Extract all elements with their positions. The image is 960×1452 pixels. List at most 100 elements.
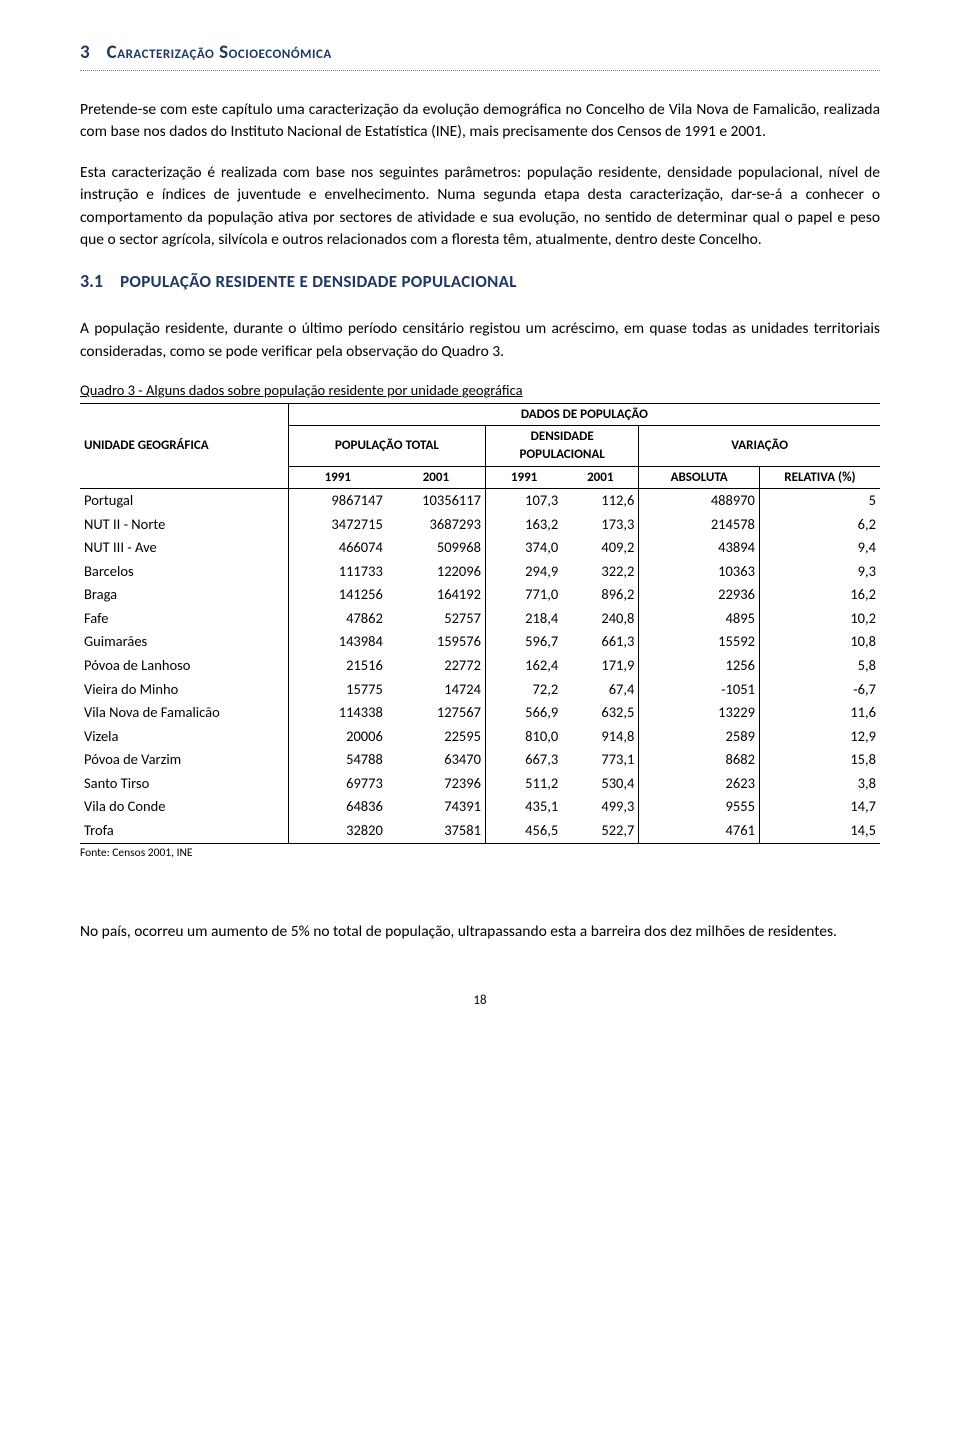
table-cell: 52757: [387, 607, 486, 631]
table-cell: 14724: [387, 678, 486, 702]
table-cell: 163,2: [485, 513, 562, 537]
table-cell: 12,9: [759, 725, 880, 749]
table-cell: NUT III - Ave: [80, 536, 288, 560]
table-cell: 773,1: [562, 748, 639, 772]
table-cell: 54788: [288, 748, 387, 772]
table-cell: 5: [759, 489, 880, 513]
table-cell: 64836: [288, 795, 387, 819]
table-cell: Póvoa de Varzim: [80, 748, 288, 772]
section-number: 3: [80, 41, 90, 64]
table-cell: 171,9: [562, 654, 639, 678]
population-table: UNIDADE GEOGRÁFICA DADOS DE POPULAÇÃO PO…: [80, 403, 880, 844]
table-cell: 6,2: [759, 513, 880, 537]
table-cell: 111733: [288, 560, 387, 584]
section-title: Caracterização Socioeconómica: [107, 41, 332, 64]
table-cell: 15775: [288, 678, 387, 702]
table-cell: Vieira do Minho: [80, 678, 288, 702]
table-cell: 143984: [288, 630, 387, 654]
table-cell: 72,2: [485, 678, 562, 702]
table-cell: 141256: [288, 583, 387, 607]
th-2001-a: 2001: [387, 466, 486, 489]
th-unit: UNIDADE GEOGRÁFICA: [80, 403, 288, 488]
table-cell: 10356117: [387, 489, 486, 513]
table-cell: 10363: [639, 560, 760, 584]
page-number: 18: [80, 992, 880, 1010]
table-cell: 37581: [387, 819, 486, 843]
table-cell: 107,3: [485, 489, 562, 513]
table-cell: 294,9: [485, 560, 562, 584]
table-cell: 122096: [387, 560, 486, 584]
subsection-number: 3.1: [80, 270, 103, 292]
table-cell: 456,5: [485, 819, 562, 843]
table-row: NUT III - Ave466074509968374,0409,243894…: [80, 536, 880, 560]
table-cell: 22595: [387, 725, 486, 749]
table-cell: Portugal: [80, 489, 288, 513]
table-cell: NUT II - Norte: [80, 513, 288, 537]
table-cell: 43894: [639, 536, 760, 560]
table-source: Fonte: Censos 2001, INE: [80, 846, 880, 862]
table-cell: Vila do Conde: [80, 795, 288, 819]
table-cell: Braga: [80, 583, 288, 607]
table-cell: Guimarães: [80, 630, 288, 654]
th-1991-b: 1991: [485, 466, 562, 489]
table-cell: 32820: [288, 819, 387, 843]
paragraph-3: A população residente, durante o último …: [80, 318, 880, 363]
table-cell: 896,2: [562, 583, 639, 607]
table-cell: 771,0: [485, 583, 562, 607]
table-cell: 3,8: [759, 772, 880, 796]
table-row: Trofa3282037581456,5522,7476114,5: [80, 819, 880, 843]
table-cell: 511,2: [485, 772, 562, 796]
table-cell: 21516: [288, 654, 387, 678]
table-cell: 5,8: [759, 654, 880, 678]
table-cell: 409,2: [562, 536, 639, 560]
table-cell: -1051: [639, 678, 760, 702]
table-cell: 3687293: [387, 513, 486, 537]
table-cell: 1256: [639, 654, 760, 678]
table-row: Póvoa de Varzim5478863470667,3773,186821…: [80, 748, 880, 772]
table-cell: 15,8: [759, 748, 880, 772]
table-cell: 159576: [387, 630, 486, 654]
th-variation: VARIAÇÃO: [639, 426, 880, 466]
table-cell: 63470: [387, 748, 486, 772]
table-cell: -6,7: [759, 678, 880, 702]
table-cell: Barcelos: [80, 560, 288, 584]
table-cell: 596,7: [485, 630, 562, 654]
table-cell: 15592: [639, 630, 760, 654]
table-cell: 9867147: [288, 489, 387, 513]
table-cell: 114338: [288, 701, 387, 725]
table-cell: 810,0: [485, 725, 562, 749]
table-row: Barcelos111733122096294,9322,2103639,3: [80, 560, 880, 584]
table-row: Fafe4786252757218,4240,8489510,2: [80, 607, 880, 631]
table-cell: 22936: [639, 583, 760, 607]
table-cell: Fafe: [80, 607, 288, 631]
table-cell: 10,2: [759, 607, 880, 631]
table-cell: 69773: [288, 772, 387, 796]
table-cell: 16,2: [759, 583, 880, 607]
table-caption: Quadro 3 - Alguns dados sobre população …: [80, 381, 880, 401]
table-row: Vieira do Minho157751472472,267,4-1051-6…: [80, 678, 880, 702]
table-cell: 10,8: [759, 630, 880, 654]
table-cell: 67,4: [562, 678, 639, 702]
table-cell: 488970: [639, 489, 760, 513]
table-cell: 667,3: [485, 748, 562, 772]
paragraph-1: Pretende-se com este capítulo uma caract…: [80, 99, 880, 144]
subsection-title: POPULAÇÃO RESIDENTE E DENSIDADE POPULACI…: [120, 271, 517, 292]
table-cell: 661,3: [562, 630, 639, 654]
table-cell: 240,8: [562, 607, 639, 631]
table-cell: 530,4: [562, 772, 639, 796]
table-cell: 2589: [639, 725, 760, 749]
table-row: Vila do Conde6483674391435,1499,3955514,…: [80, 795, 880, 819]
table-body: Portugal986714710356117107,3112,64889705…: [80, 489, 880, 843]
section-divider: [80, 70, 880, 71]
table-cell: 2623: [639, 772, 760, 796]
table-cell: 14,5: [759, 819, 880, 843]
table-cell: 499,3: [562, 795, 639, 819]
th-abs: ABSOLUTA: [639, 466, 760, 489]
table-cell: 466074: [288, 536, 387, 560]
table-row: NUT II - Norte34727153687293163,2173,321…: [80, 513, 880, 537]
table-cell: Santo Tirso: [80, 772, 288, 796]
th-rel: RELATIVA (%): [759, 466, 880, 489]
table-row: Vizela2000622595810,0914,8258912,9: [80, 725, 880, 749]
table-cell: 47862: [288, 607, 387, 631]
table-cell: 914,8: [562, 725, 639, 749]
